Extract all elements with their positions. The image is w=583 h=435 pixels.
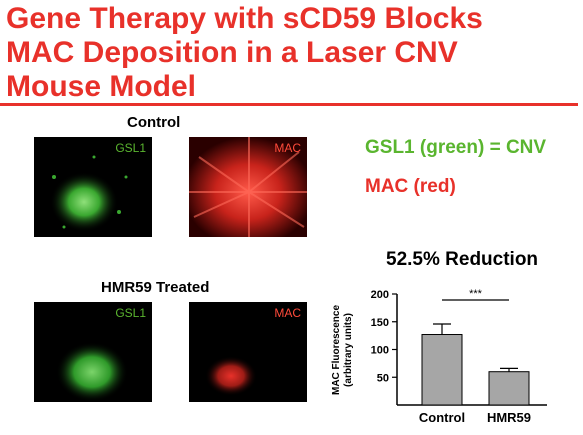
treated-label: HMR59 Treated xyxy=(101,279,210,296)
control-gsl1-image: GSL1 xyxy=(34,137,152,237)
control-mac-tag: MAC xyxy=(274,141,301,155)
y-axis-label: MAC Fluorescence xyxy=(331,305,342,395)
x-tick-label: Control xyxy=(419,410,465,425)
legend-red: MAC (red) xyxy=(365,176,456,197)
treated-gsl1-tag: GSL1 xyxy=(115,306,146,320)
control-mac-micrograph xyxy=(189,137,307,237)
treated-gsl1-image: GSL1 xyxy=(34,302,152,402)
slide-title: Gene Therapy with sCD59 Blocks MAC Depos… xyxy=(6,2,576,104)
x-tick-label: HMR59 xyxy=(487,410,531,425)
y-tick-label: 50 xyxy=(377,372,389,384)
title-line-3: Mouse Model xyxy=(6,70,197,103)
treated-mac-image: MAC xyxy=(189,302,307,402)
legend-green: GSL1 (green) = CNV xyxy=(365,137,547,158)
bar-control xyxy=(421,334,463,406)
treated-mac-micrograph xyxy=(205,356,257,396)
treated-gsl1-micrograph xyxy=(56,342,128,402)
y-tick-label: 100 xyxy=(371,345,389,357)
title-divider xyxy=(0,103,578,106)
title-line-1: Gene Therapy with sCD59 Blocks xyxy=(6,2,483,35)
bar-hmr59 xyxy=(488,371,530,406)
y-axis-label: (arbitrary units) xyxy=(343,313,354,387)
significance-label: *** xyxy=(469,288,483,300)
control-mac-image: MAC xyxy=(189,137,307,237)
y-tick-label: 200 xyxy=(371,289,389,301)
bar-chart: 50 100 150 200 MAC Fluorescence (arbitrary un… xyxy=(331,288,547,425)
title-line-2: MAC Deposition in a Laser CNV xyxy=(6,36,458,69)
control-gsl1-tag: GSL1 xyxy=(115,141,146,155)
chart-heading: 52.5% Reduction xyxy=(386,249,539,270)
control-label: Control xyxy=(127,114,181,131)
y-tick-label: 150 xyxy=(371,317,389,329)
treated-mac-tag: MAC xyxy=(274,306,301,320)
control-gsl1-micrograph xyxy=(50,155,128,232)
